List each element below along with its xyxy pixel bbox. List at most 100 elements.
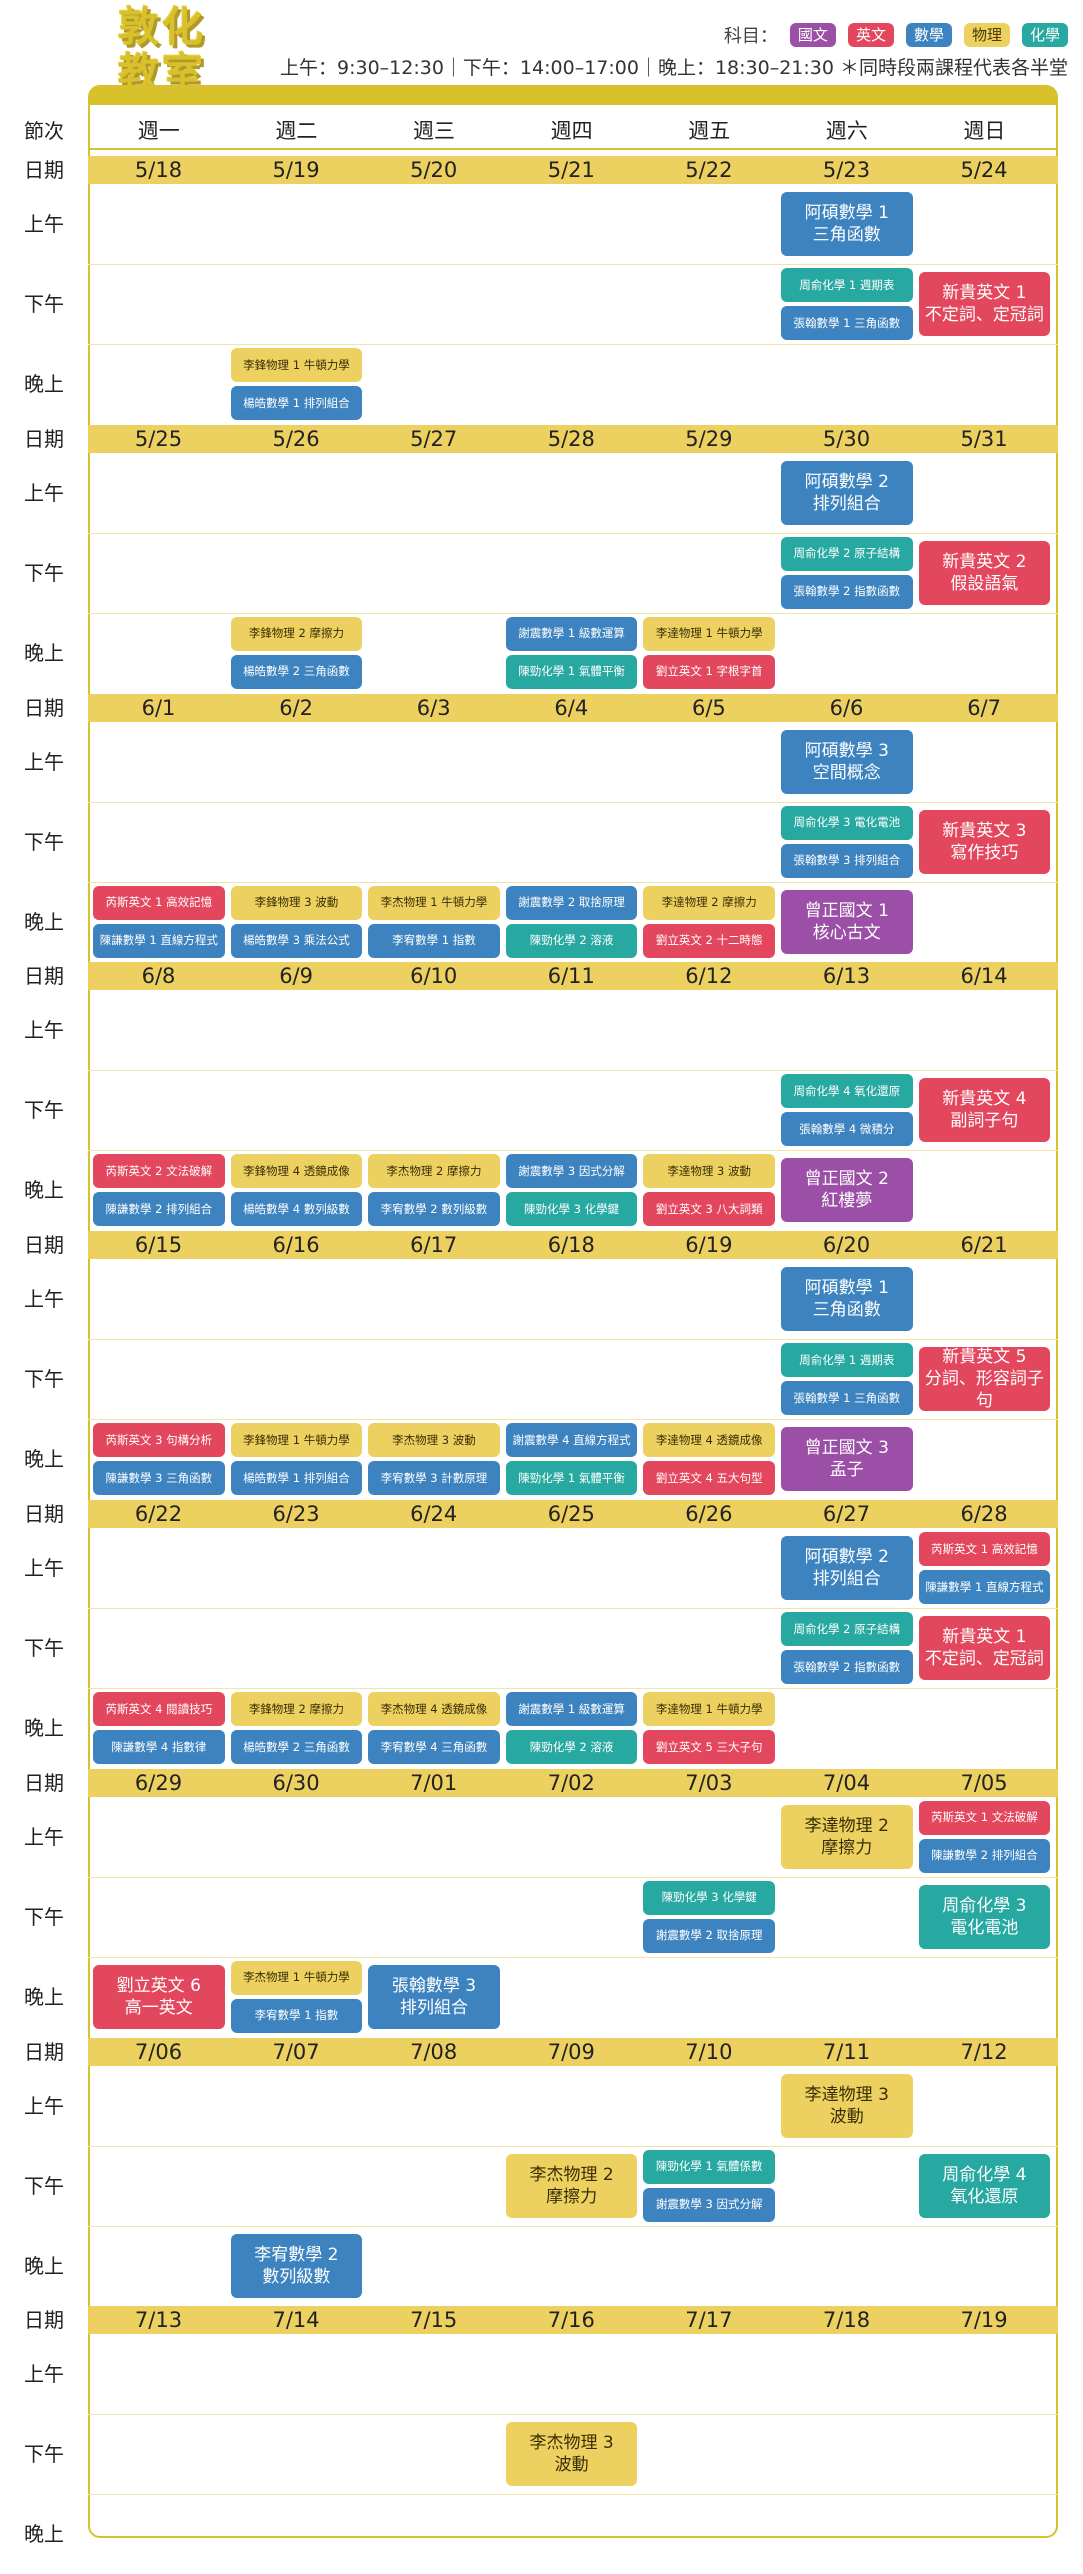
class-block-math[interactable]: 謝震數學 1 級數運算 — [505, 1692, 638, 1726]
class-block-english[interactable]: 劉立英文 2 十二時態 — [643, 923, 775, 958]
class-block-math[interactable]: 阿碩數學 3 空間概念 — [781, 729, 913, 794]
class-block-chemistry[interactable]: 陳勁化學 3 化學鍵 — [505, 1192, 638, 1227]
date-cell: 7/01 — [410, 1770, 458, 1795]
class-block-chemistry[interactable]: 周俞化學 2 原子結構 — [781, 536, 913, 571]
slot-label-pm: 下午 — [24, 2442, 64, 2467]
class-block-english[interactable]: 芮斯英文 3 句構分析 — [93, 1423, 225, 1458]
class-block-english[interactable]: 劉立英文 5 三大子句 — [643, 1730, 775, 1764]
class-block-english[interactable]: 新貴英文 4 副詞子句 — [918, 1078, 1051, 1143]
class-block-chemistry[interactable]: 周俞化學 3 電化電池 — [781, 805, 913, 840]
class-block-english[interactable]: 劉立英文 4 五大句型 — [643, 1461, 775, 1496]
class-block-physics[interactable]: 李鋒物理 3 波動 — [230, 885, 363, 920]
class-block-chinese[interactable]: 曾正國文 3 孟子 — [781, 1427, 913, 1492]
class-block-math[interactable]: 張翰數學 4 微積分 — [781, 1112, 913, 1147]
date-cell: 6/21 — [960, 1233, 1008, 1258]
class-block-math[interactable]: 李宥數學 2 數列級數 — [368, 1192, 500, 1227]
class-block-physics[interactable]: 李鋒物理 2 摩擦力 — [230, 1692, 363, 1726]
class-block-math[interactable]: 陳謙數學 2 排列組合 — [93, 1192, 225, 1227]
class-block-english[interactable]: 芮斯英文 1 文法破解 — [918, 1800, 1051, 1835]
class-block-chemistry[interactable]: 周俞化學 1 週期表 — [781, 268, 913, 302]
class-block-physics[interactable]: 李鋒物理 4 透鏡成像 — [230, 1154, 363, 1189]
class-block-english[interactable]: 新貴英文 1 不定詞、定冠詞 — [918, 272, 1051, 336]
class-block-math[interactable]: 阿碩數學 2 排列組合 — [781, 1536, 913, 1600]
class-block-chemistry[interactable]: 周俞化學 3 電化電池 — [918, 1884, 1051, 1949]
class-block-physics[interactable]: 李杰物理 2 摩擦力 — [505, 2153, 638, 2218]
class-block-chemistry[interactable]: 陳勁化學 1 氣體平衡 — [505, 654, 638, 689]
class-block-math[interactable]: 謝震數學 3 因式分解 — [505, 1154, 638, 1189]
class-block-chemistry[interactable]: 陳勁化學 2 溶液 — [505, 923, 638, 958]
class-block-math[interactable]: 楊皓數學 3 乘法公式 — [230, 923, 363, 958]
class-block-chemistry[interactable]: 周俞化學 2 原子結構 — [781, 1612, 913, 1646]
class-block-physics[interactable]: 李達物理 4 透鏡成像 — [643, 1423, 775, 1458]
class-block-physics[interactable]: 李達物理 1 牛頓力學 — [643, 1692, 775, 1726]
class-block-physics[interactable]: 李達物理 3 波動 — [643, 1154, 775, 1189]
class-block-physics[interactable]: 李鋒物理 1 牛頓力學 — [230, 348, 363, 382]
class-block-math[interactable]: 楊皓數學 2 三角函數 — [230, 1730, 363, 1764]
class-block-physics[interactable]: 李杰物理 3 波動 — [368, 1423, 500, 1458]
class-block-english[interactable]: 劉立英文 6 高一英文 — [93, 1964, 225, 2029]
class-block-math[interactable]: 李宥數學 1 指數 — [230, 1998, 363, 2033]
class-block-english[interactable]: 新貴英文 1 不定詞、定冠詞 — [918, 1616, 1051, 1680]
class-block-english[interactable]: 劉立英文 1 字根字首 — [643, 654, 775, 689]
class-block-physics[interactable]: 李達物理 1 牛頓力學 — [643, 616, 775, 651]
class-block-math[interactable]: 張翰數學 3 排列組合 — [368, 1964, 500, 2029]
class-block-chemistry[interactable]: 陳勁化學 1 氣體平衡 — [505, 1461, 638, 1496]
class-block-math[interactable]: 謝震數學 2 取捨原理 — [505, 885, 638, 920]
class-block-english[interactable]: 新貴英文 3 寫作技巧 — [918, 809, 1051, 874]
class-block-english[interactable]: 芮斯英文 2 文法破解 — [93, 1154, 225, 1189]
class-block-math[interactable]: 楊皓數學 1 排列組合 — [230, 386, 363, 420]
class-block-chemistry[interactable]: 周俞化學 4 氧化還原 — [918, 2153, 1051, 2218]
class-block-physics[interactable]: 李杰物理 3 波動 — [505, 2422, 638, 2487]
class-block-math[interactable]: 張翰數學 2 指數函數 — [781, 574, 913, 609]
class-block-chinese[interactable]: 曾正國文 2 紅樓夢 — [781, 1158, 913, 1223]
class-block-math[interactable]: 謝震數學 4 直線方程式 — [505, 1423, 638, 1458]
class-block-math[interactable]: 張翰數學 3 排列組合 — [781, 843, 913, 878]
date-label: 日期 — [24, 158, 64, 182]
class-block-math[interactable]: 李宥數學 2 數列級數 — [230, 2233, 363, 2298]
class-block-english[interactable]: 芮斯英文 4 閱讀技巧 — [93, 1692, 225, 1726]
class-block-physics[interactable]: 李杰物理 1 牛頓力學 — [368, 885, 500, 920]
class-block-english[interactable]: 劉立英文 3 八大詞類 — [643, 1192, 775, 1227]
class-block-math[interactable]: 陳謙數學 1 直線方程式 — [918, 1570, 1051, 1604]
class-block-math[interactable]: 張翰數學 1 三角函數 — [781, 1381, 913, 1416]
class-block-english[interactable]: 芮斯英文 1 高效記憶 — [93, 885, 225, 920]
class-block-math[interactable]: 張翰數學 2 指數函數 — [781, 1650, 913, 1684]
class-block-math[interactable]: 阿碩數學 1 三角函數 — [781, 192, 913, 256]
class-block-physics[interactable]: 李鋒物理 2 摩擦力 — [230, 616, 363, 651]
class-block-physics[interactable]: 李達物理 2 摩擦力 — [781, 1804, 913, 1869]
class-block-math[interactable]: 阿碩數學 1 三角函數 — [781, 1267, 913, 1332]
day-header-2: 週二 — [275, 119, 318, 143]
class-block-physics[interactable]: 李杰物理 1 牛頓力學 — [230, 1960, 363, 1995]
class-block-physics[interactable]: 李杰物理 2 摩擦力 — [368, 1154, 500, 1189]
slot-divider — [88, 344, 1058, 345]
class-block-math[interactable]: 謝震數學 2 取捨原理 — [643, 1918, 775, 1953]
class-block-english[interactable]: 芮斯英文 1 高效記憶 — [918, 1532, 1051, 1566]
class-block-physics[interactable]: 李杰物理 4 透鏡成像 — [368, 1692, 500, 1726]
class-block-math[interactable]: 陳謙數學 1 直線方程式 — [93, 923, 225, 958]
class-block-math[interactable]: 謝震數學 1 級數運算 — [505, 616, 638, 651]
class-block-math[interactable]: 陳謙數學 3 三角函數 — [93, 1461, 225, 1496]
class-block-math[interactable]: 張翰數學 1 三角函數 — [781, 306, 913, 340]
class-block-math[interactable]: 楊皓數學 2 三角函數 — [230, 654, 363, 689]
class-block-math[interactable]: 陳謙數學 2 排列組合 — [918, 1838, 1051, 1873]
class-block-math[interactable]: 李宥數學 3 計數原理 — [368, 1461, 500, 1496]
class-block-math[interactable]: 楊皓數學 4 數列級數 — [230, 1192, 363, 1227]
date-cell: 6/25 — [547, 1502, 595, 1526]
class-block-chemistry[interactable]: 陳勁化學 3 化學鍵 — [643, 1880, 775, 1915]
class-block-math[interactable]: 李宥數學 4 三角函數 — [368, 1730, 500, 1764]
class-block-math[interactable]: 李宥數學 1 指數 — [368, 923, 500, 958]
class-block-math[interactable]: 楊皓數學 1 排列組合 — [230, 1461, 363, 1496]
class-block-math[interactable]: 陳謙數學 4 指數律 — [93, 1730, 225, 1764]
class-block-chinese[interactable]: 曾正國文 1 核心古文 — [781, 889, 913, 954]
class-block-physics[interactable]: 李達物理 3 波動 — [781, 2073, 913, 2138]
class-block-chemistry[interactable]: 周俞化學 4 氧化還原 — [781, 1074, 913, 1109]
class-block-math[interactable]: 阿碩數學 2 排列組合 — [781, 460, 913, 525]
class-block-chemistry[interactable]: 周俞化學 1 週期表 — [781, 1343, 913, 1378]
class-block-physics[interactable]: 李鋒物理 1 牛頓力學 — [230, 1423, 363, 1458]
class-block-chemistry[interactable]: 陳勁化學 1 氣體係數 — [643, 2149, 775, 2184]
class-block-english[interactable]: 新貴英文 2 假設語氣 — [918, 540, 1051, 605]
class-block-math[interactable]: 謝震數學 3 因式分解 — [643, 2187, 775, 2222]
class-block-physics[interactable]: 李達物理 2 摩擦力 — [643, 885, 775, 920]
class-block-english[interactable]: 新貴英文 5 分詞、形容詞子句 — [918, 1347, 1051, 1412]
class-block-chemistry[interactable]: 陳勁化學 2 溶液 — [505, 1730, 638, 1764]
